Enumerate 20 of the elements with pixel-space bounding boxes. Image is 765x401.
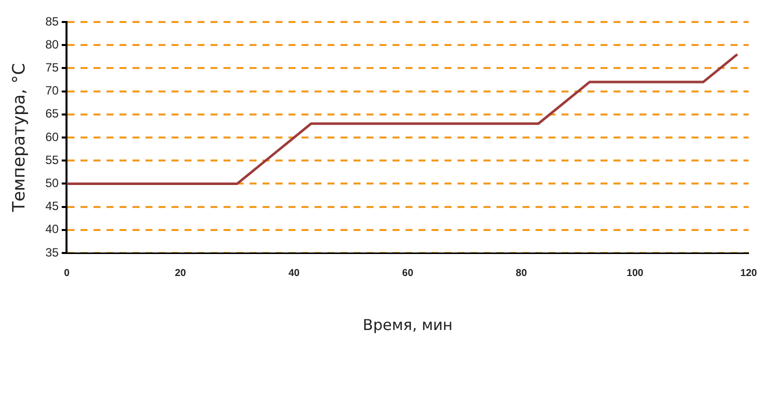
y-tick-label: 45 xyxy=(45,199,60,214)
y-axis-title: Температура, °С xyxy=(10,63,30,213)
y-tick-label: 35 xyxy=(45,245,60,260)
x-tick-label: 120 xyxy=(740,268,758,279)
x-tick-label: 80 xyxy=(516,268,528,279)
y-tick-label: 80 xyxy=(45,37,60,52)
y-tick-label: 65 xyxy=(45,106,60,121)
y-tick-label: 75 xyxy=(45,60,60,75)
x-tick-label: 60 xyxy=(402,268,414,279)
y-tick-label: 55 xyxy=(45,152,60,167)
x-tick-label: 100 xyxy=(626,268,644,279)
y-tick-label: 70 xyxy=(45,84,60,98)
x-tick-label: 40 xyxy=(288,268,300,279)
y-tick-label: 85 xyxy=(45,14,60,28)
x-tick-label: 0 xyxy=(64,268,70,279)
y-tick-label: 50 xyxy=(45,176,60,190)
y-tick-label: 60 xyxy=(45,130,60,144)
x-tick-label: 20 xyxy=(174,268,186,279)
x-axis-title: Время, мин xyxy=(362,316,453,334)
y-tick-label: 40 xyxy=(45,222,60,236)
